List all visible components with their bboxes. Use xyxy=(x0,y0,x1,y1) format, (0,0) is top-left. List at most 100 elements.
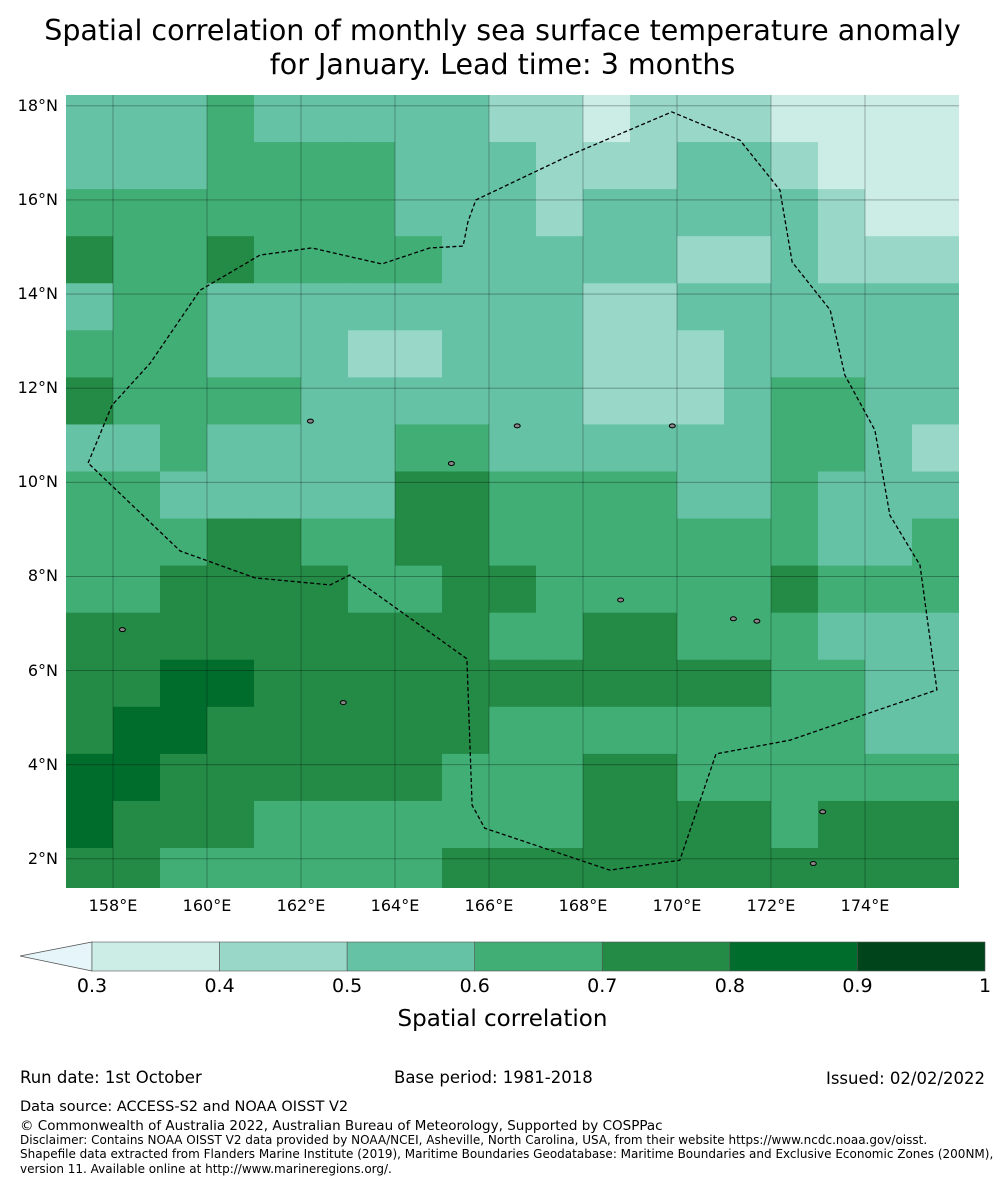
heatmap-cell xyxy=(536,753,584,802)
heatmap-cell xyxy=(442,706,490,755)
heatmap-cell xyxy=(113,142,161,190)
heatmap-cell xyxy=(207,847,255,888)
heatmap-cells xyxy=(66,95,959,888)
heatmap-cell xyxy=(489,659,537,708)
lon-tick-label: 166°E xyxy=(464,896,514,915)
heatmap-cell xyxy=(301,377,349,425)
heatmap-cell xyxy=(160,236,208,284)
lat-tick-label: 16°N xyxy=(17,189,58,209)
run-date: Run date: 1st October xyxy=(20,1068,202,1087)
heatmap-cell xyxy=(113,471,161,520)
heatmap-cell xyxy=(724,424,772,472)
heatmap-cell xyxy=(348,471,396,520)
heatmap-cell xyxy=(348,283,396,331)
heatmap-cell xyxy=(348,800,396,849)
lon-tick-label: 172°E xyxy=(746,896,796,915)
heatmap-cell xyxy=(489,565,537,614)
colorbar-swatch xyxy=(219,941,348,972)
heatmap-cell xyxy=(395,612,443,661)
heatmap-cell xyxy=(207,95,255,143)
heatmap-cell xyxy=(771,518,819,567)
heatmap-cell xyxy=(818,377,866,425)
heatmap-cell xyxy=(348,95,396,143)
heatmap-cell xyxy=(160,471,208,520)
heatmap-cell xyxy=(724,283,772,331)
heatmap-cell xyxy=(66,706,114,755)
disclaimer-line-3: version 11. Available online at http://w… xyxy=(20,1162,392,1176)
heatmap-cell xyxy=(630,706,678,755)
heatmap-cell xyxy=(865,95,913,143)
heatmap-cell xyxy=(677,95,725,143)
colorbar-tick-label: 0.5 xyxy=(332,975,363,997)
heatmap-cell xyxy=(677,612,725,661)
colorbar-swatch xyxy=(857,941,986,972)
heatmap-cell xyxy=(113,800,161,849)
heatmap-cell xyxy=(630,95,678,143)
heatmap-cell xyxy=(113,565,161,614)
heatmap-cell xyxy=(66,565,114,614)
heatmap-cell xyxy=(677,142,725,190)
title-line-1: Spatial correlation of monthly sea surfa… xyxy=(44,14,961,47)
heatmap-cell xyxy=(677,753,725,802)
heatmap-cell xyxy=(66,377,114,425)
heatmap-cell xyxy=(724,753,772,802)
heatmap-cell xyxy=(536,847,584,888)
heatmap-cell xyxy=(677,330,725,378)
heatmap-cell xyxy=(912,283,959,331)
heatmap-cell xyxy=(912,565,959,614)
heatmap-cell xyxy=(113,424,161,472)
heatmap-cell xyxy=(630,424,678,472)
heatmap-cell xyxy=(207,471,255,520)
heatmap-cell xyxy=(818,753,866,802)
heatmap-cell xyxy=(630,377,678,425)
heatmap-cell xyxy=(912,800,959,849)
heatmap-cell xyxy=(818,424,866,472)
heatmap-cell xyxy=(113,612,161,661)
eez-boundary xyxy=(87,111,938,871)
heatmap-cell xyxy=(724,706,772,755)
island xyxy=(447,460,455,466)
heatmap-cell xyxy=(160,377,208,425)
heatmap-cell xyxy=(113,847,161,888)
heatmap-cell xyxy=(395,189,443,237)
heatmap-cell xyxy=(207,189,255,237)
heatmap-cell xyxy=(583,95,631,143)
heatmap-cell xyxy=(66,236,114,284)
heatmap-cell xyxy=(536,706,584,755)
heatmap-cell xyxy=(536,189,584,237)
heatmap-cell xyxy=(442,471,490,520)
heatmap-cell xyxy=(301,189,349,237)
heatmap-cell xyxy=(113,283,161,331)
heatmap-cell xyxy=(771,565,819,614)
disclaimer-line-2: Shapefile data extracted from Flanders M… xyxy=(20,1147,994,1161)
island xyxy=(306,418,314,424)
heatmap-cell xyxy=(160,659,208,708)
heatmap-cell xyxy=(254,800,302,849)
heatmap-cell xyxy=(348,142,396,190)
heatmap-cell xyxy=(912,518,959,567)
heatmap-cell xyxy=(254,330,302,378)
lon-tick-label: 174°E xyxy=(840,896,890,915)
heatmap-cell xyxy=(630,659,678,708)
heatmap-cell xyxy=(66,424,114,472)
heatmap-cell xyxy=(771,330,819,378)
heatmap-cell xyxy=(442,95,490,143)
lon-tick-label: 170°E xyxy=(652,896,702,915)
island xyxy=(729,616,737,622)
heatmap-cell xyxy=(489,471,537,520)
heatmap-cell xyxy=(771,612,819,661)
heatmap-cell xyxy=(254,471,302,520)
heatmap-cell xyxy=(630,565,678,614)
lat-tick-label: 14°N xyxy=(17,284,58,304)
lon-tick-label: 160°E xyxy=(182,896,232,915)
heatmap-cell xyxy=(536,95,584,143)
lat-tick-label: 10°N xyxy=(17,472,58,492)
heatmap-cell xyxy=(677,518,725,567)
heatmap-cell xyxy=(301,706,349,755)
colorbar-tick-label: 0.3 xyxy=(76,975,108,997)
heatmap-cell xyxy=(583,377,631,425)
heatmap-cell xyxy=(583,753,631,802)
heatmap-cell xyxy=(771,471,819,520)
heatmap-cell xyxy=(536,659,584,708)
